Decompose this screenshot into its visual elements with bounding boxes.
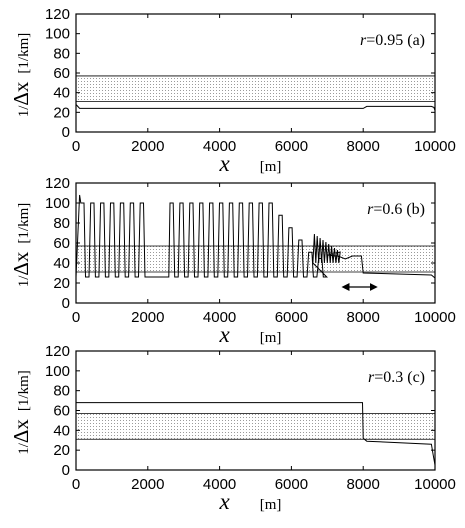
y-tick-label: 0 <box>62 462 70 479</box>
annotation-var: r <box>367 201 374 218</box>
shaded-band <box>76 75 435 102</box>
x-label-var: x <box>219 322 231 347</box>
y-tick-label: 20 <box>53 442 70 459</box>
x-label-unit: [m] <box>260 497 282 513</box>
y-label-unit: [1/km] <box>16 370 32 411</box>
x-axis-label: x [m] <box>219 151 282 176</box>
x-label-var: x <box>219 151 231 176</box>
y-tick-label: 60 <box>53 65 70 82</box>
y-label-var: Δx <box>9 81 33 106</box>
x-tick-label: 0 <box>72 138 80 155</box>
panel-annotation: r=0.3 (c) <box>368 369 425 386</box>
x-tick-label: 4000 <box>203 138 236 155</box>
y-label-prefix: 1/ <box>16 105 32 118</box>
x-tick-label: 8000 <box>347 138 380 155</box>
y-tick-label: 80 <box>53 383 70 400</box>
y-tick-label: 100 <box>45 363 70 380</box>
annotation-var: r <box>368 369 375 386</box>
panel-b: 0 2000 4000 6000 8000 100000204060801001201/Δ… <box>9 175 456 347</box>
y-tick-label: 20 <box>53 104 70 121</box>
x-axis-label: x [m] <box>219 322 282 347</box>
x-tick-label: 10000 <box>414 138 456 155</box>
series-line <box>76 402 436 466</box>
panel-c: 0 2000 4000 6000 8000 100000204060801001201/Δ… <box>9 343 456 514</box>
y-tick-label: 60 <box>53 403 70 420</box>
x-tick-label: 6000 <box>275 476 308 493</box>
annotation-rest: =0.6 (b) <box>373 201 425 218</box>
y-tick-label: 120 <box>45 175 70 192</box>
y-tick-label: 120 <box>45 6 70 23</box>
y-label-prefix: 1/ <box>16 275 32 288</box>
x-label-var: x <box>219 489 231 514</box>
annotation-rest: =0.95 (a) <box>366 32 425 49</box>
y-tick-label: 40 <box>53 85 70 102</box>
y-tick-label: 60 <box>53 235 70 252</box>
y-tick-label: 0 <box>62 124 70 141</box>
y-tick-label: 80 <box>53 45 70 62</box>
y-tick-label: 100 <box>45 26 70 43</box>
y-axis-label: 1/Δx [1/km] <box>9 370 33 455</box>
series-line <box>75 194 436 279</box>
y-tick-label: 80 <box>53 215 70 232</box>
x-tick-label: 0 <box>72 476 80 493</box>
x-tick-label: 8000 <box>347 309 380 326</box>
y-tick-label: 120 <box>45 343 70 360</box>
x-tick-label: 6000 <box>275 138 308 155</box>
x-label-unit: [m] <box>260 330 282 346</box>
y-tick-label: 40 <box>53 422 70 439</box>
x-tick-label: 6000 <box>275 309 308 326</box>
x-tick-label: 10000 <box>414 309 456 326</box>
panel-annotation: r=0.95 (a) <box>360 32 425 49</box>
panel-a: 0 2000 4000 6000 8000 100000204060801001201/Δ… <box>9 6 456 176</box>
shaded-band <box>76 246 435 272</box>
x-tick-label: 4000 <box>203 309 236 326</box>
y-tick-label: 100 <box>45 195 70 212</box>
x-tick-label: 2000 <box>131 309 164 326</box>
series-line <box>75 104 436 111</box>
y-axis-label: 1/Δx [1/km] <box>9 203 33 288</box>
x-tick-label: 0 <box>72 309 80 326</box>
panel-annotation: r=0.6 (b) <box>367 201 425 218</box>
x-tick-label: 10000 <box>414 476 456 493</box>
annotation-rest: =0.3 (c) <box>374 369 425 386</box>
x-tick-label: 8000 <box>347 476 380 493</box>
y-label-unit: [1/km] <box>16 203 32 244</box>
x-label-unit: [m] <box>260 159 282 175</box>
x-tick-label: 4000 <box>203 476 236 493</box>
annotation-var: r <box>360 32 367 49</box>
y-label-unit: [1/km] <box>16 33 32 74</box>
y-tick-label: 40 <box>53 255 70 272</box>
y-label-var: Δx <box>9 419 33 444</box>
y-tick-label: 0 <box>62 295 70 312</box>
x-tick-label: 2000 <box>131 476 164 493</box>
y-label-var: Δx <box>9 251 33 276</box>
shaded-band <box>76 413 435 440</box>
y-tick-label: 20 <box>53 275 70 292</box>
y-label-prefix: 1/ <box>16 442 32 455</box>
y-axis-label: 1/Δx [1/km] <box>9 33 33 118</box>
x-tick-label: 2000 <box>131 138 164 155</box>
x-axis-label: x [m] <box>219 489 282 514</box>
